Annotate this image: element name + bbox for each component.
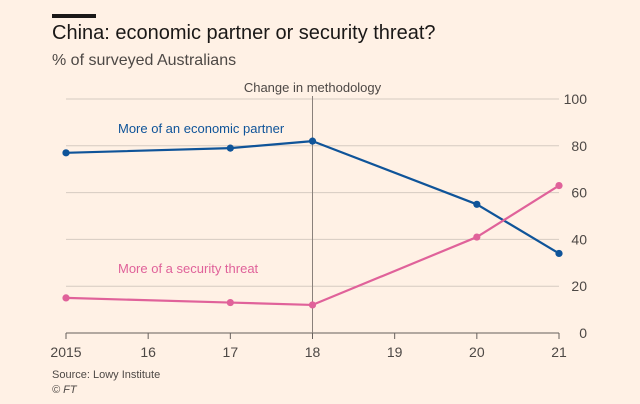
series-label: More of a security threat — [118, 261, 259, 276]
y-tick-label: 60 — [571, 185, 587, 201]
methodology-annotation: Change in methodology — [244, 80, 382, 95]
x-tick-label: 17 — [223, 344, 239, 360]
data-point — [226, 144, 234, 152]
source-note: Source: Lowy Institute — [52, 369, 161, 381]
data-point — [473, 200, 481, 208]
x-tick-label: 20 — [469, 344, 485, 360]
data-point — [226, 298, 234, 307]
x-tick-label: 21 — [551, 344, 567, 360]
chart-title: China: economic partner or security thre… — [52, 22, 436, 44]
x-tick-label: 19 — [387, 344, 403, 360]
ft-credit: © FT — [52, 384, 77, 396]
x-tick-label: 18 — [305, 344, 321, 360]
series-label: More of an economic partner — [118, 121, 285, 136]
data-point — [555, 181, 563, 190]
y-tick-label: 100 — [564, 91, 588, 107]
data-point — [308, 137, 317, 145]
y-tick-label: 0 — [579, 325, 587, 341]
x-tick-label: 16 — [140, 344, 156, 360]
data-point — [62, 294, 70, 302]
data-point — [555, 249, 563, 258]
y-tick-label: 80 — [571, 138, 587, 154]
data-point — [308, 301, 317, 309]
y-tick-label: 20 — [571, 278, 587, 294]
x-tick-label: 2015 — [50, 344, 81, 360]
y-tick-label: 40 — [571, 231, 587, 247]
chart-subtitle: % of surveyed Australians — [52, 52, 237, 69]
data-point — [62, 149, 70, 157]
data-point — [473, 233, 481, 241]
top-rule — [52, 14, 96, 18]
